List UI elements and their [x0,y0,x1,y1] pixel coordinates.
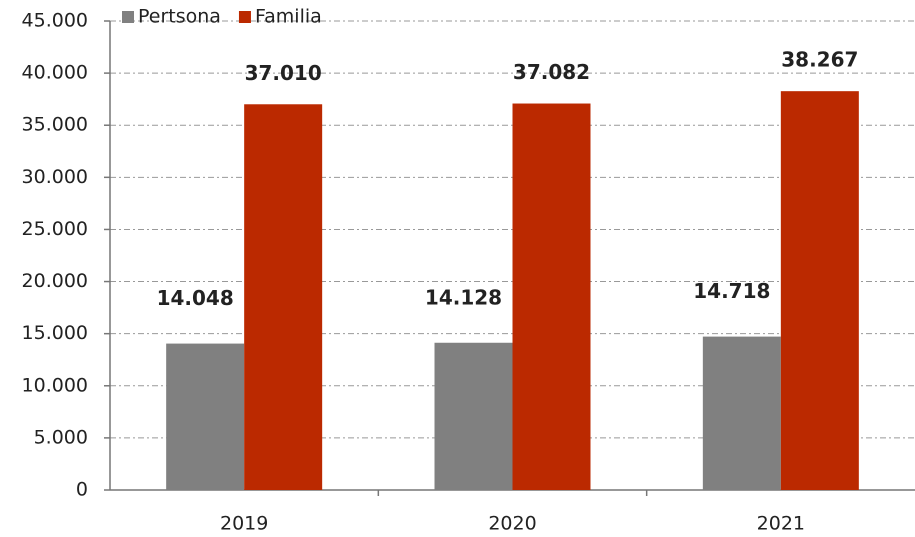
bar [244,104,323,490]
y-tick-label: 10.000 [22,374,88,396]
data-label: 37.010 [245,61,322,85]
data-label: 37.082 [513,60,590,84]
data-label: 38.267 [781,48,858,72]
y-tick-label: 20.000 [22,270,88,292]
y-tick-label: 0 [76,479,88,501]
legend-swatch [122,11,134,23]
bar [434,342,513,490]
bar [166,343,245,490]
x-tick-label: 2021 [757,513,805,535]
bar [512,103,591,490]
data-label: 14.128 [425,285,502,309]
y-tick-label: 15.000 [22,322,88,344]
x-tick-label: 2020 [488,513,536,535]
legend-label: Familia [255,6,322,28]
legend-swatch [238,11,251,23]
data-label: 14.048 [157,286,234,310]
y-tick-label: 25.000 [22,218,88,240]
bar [702,336,781,490]
legend-label: Pertsona [138,6,221,28]
y-tick-label: 40.000 [22,62,88,84]
y-tick-label: 30.000 [22,166,88,188]
y-tick-label: 35.000 [22,114,88,136]
x-tick-label: 2019 [220,513,268,535]
y-tick-label: 5.000 [34,426,88,448]
bar [780,91,859,490]
y-tick-label: 45.000 [22,10,88,32]
data-label: 14.718 [693,279,770,303]
